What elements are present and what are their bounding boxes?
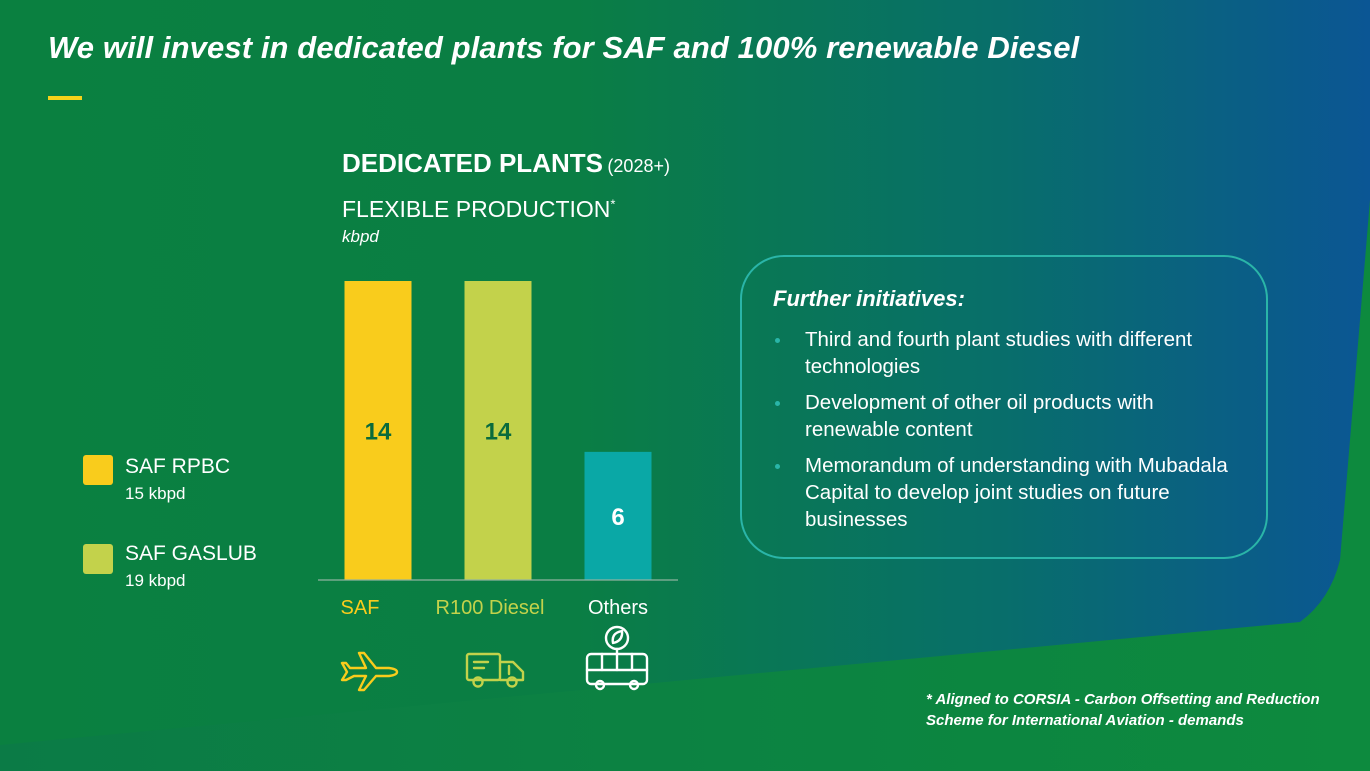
legend-swatch (83, 455, 113, 485)
bus-icon (585, 625, 649, 691)
initiatives-heading: Further initiatives: (773, 286, 965, 311)
chart-title-main: DEDICATED PLANTS (342, 148, 603, 178)
footnote-line: Scheme for International Aviation - dema… (926, 712, 1244, 729)
list-item: Development of other oil products with r… (772, 389, 1252, 443)
initiatives-panel (740, 255, 1268, 559)
footnote-line: * Aligned to CORSIA - Carbon Offsetting … (926, 691, 1320, 708)
footnote: * Aligned to CORSIA - Carbon Offsetting … (926, 689, 1320, 731)
initiatives-list: Third and fourth plant studies with diff… (772, 326, 1252, 542)
chart-subtitle: FLEXIBLE PRODUCTION* (342, 196, 615, 223)
bar-r100-diesel (464, 281, 532, 580)
legend-label: SAF GASLUB (125, 542, 257, 565)
legend-item-saf-gaslub (83, 544, 113, 574)
list-item: Memorandum of understanding with Mubadal… (772, 452, 1252, 533)
chart-subtitle-text: FLEXIBLE PRODUCTION (342, 196, 611, 222)
chart-unit-label: kbpd (342, 227, 379, 246)
category-label: SAF (341, 597, 380, 619)
legend-item-saf-rpbc (83, 455, 113, 485)
legend-value: 15 kbpd (125, 484, 186, 503)
chart-subtitle-footnote-mark: * (610, 196, 616, 212)
bar-value-label: 14 (485, 419, 512, 446)
list-item: Third and fourth plant studies with diff… (772, 326, 1252, 380)
truck-icon (465, 652, 525, 688)
page-title: We will invest in dedicated plants for S… (48, 30, 1080, 65)
legend-swatch (83, 544, 113, 574)
legend-label: SAF RPBC (125, 455, 231, 478)
chart-title: DEDICATED PLANTS (2028+) (342, 148, 670, 179)
chart-title-period: (2028+) (607, 156, 670, 176)
bar-value-label: 14 (365, 419, 392, 446)
category-label: Others (588, 597, 648, 619)
airplane-icon (340, 651, 399, 692)
legend-value: 19 kbpd (125, 571, 186, 590)
bar-value-label: 6 (611, 504, 624, 531)
bar-saf (344, 281, 412, 580)
title-accent-rule (48, 96, 82, 100)
bar-others (584, 451, 652, 580)
category-label: R100 Diesel (436, 597, 545, 619)
